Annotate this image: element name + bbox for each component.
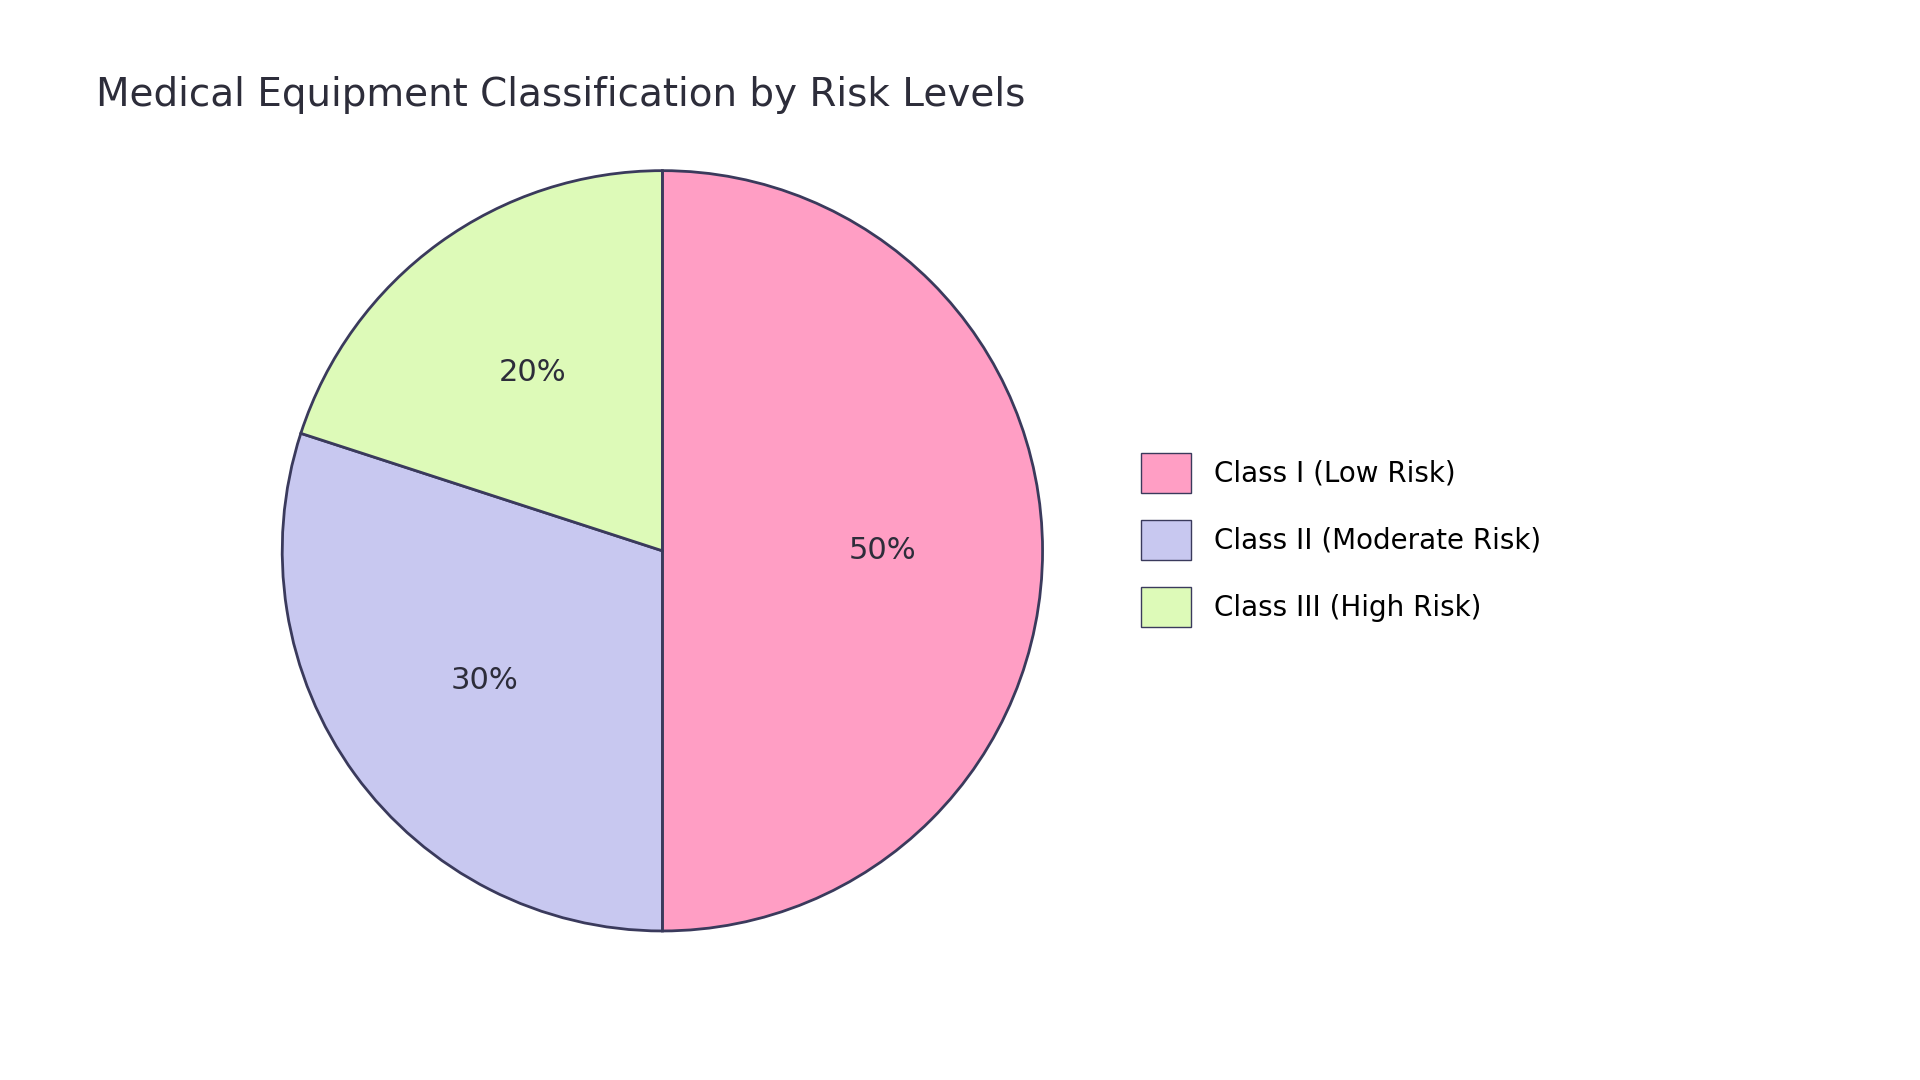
Text: 30%: 30% <box>449 666 518 694</box>
Text: 20%: 20% <box>499 357 566 387</box>
Wedge shape <box>301 171 662 551</box>
Text: 50%: 50% <box>849 537 916 565</box>
Wedge shape <box>662 171 1043 931</box>
Text: Medical Equipment Classification by Risk Levels: Medical Equipment Classification by Risk… <box>96 76 1025 113</box>
Legend: Class I (Low Risk), Class II (Moderate Risk), Class III (High Risk): Class I (Low Risk), Class II (Moderate R… <box>1127 440 1555 640</box>
Wedge shape <box>282 433 662 931</box>
